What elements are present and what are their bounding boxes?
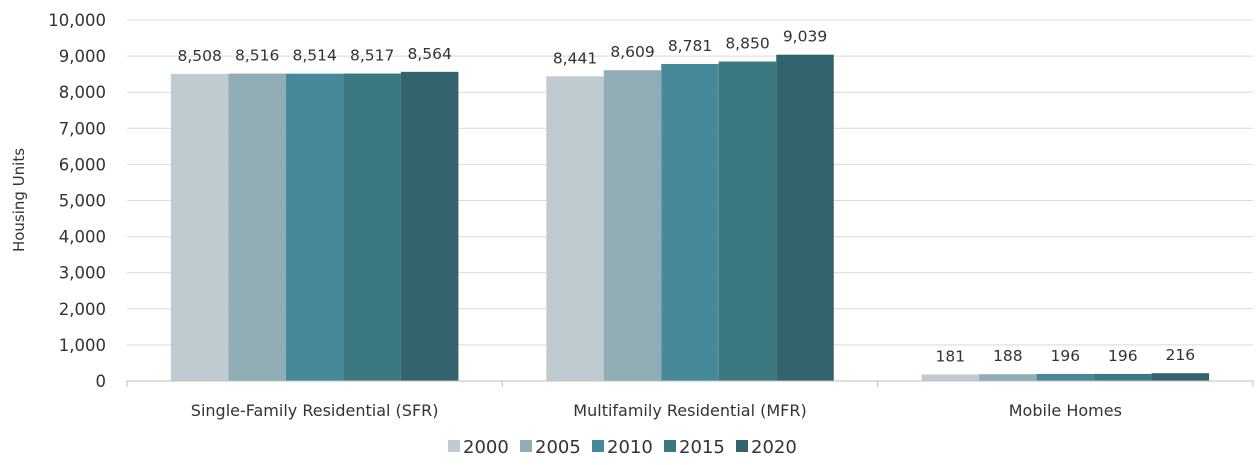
data-label: 8,609 — [610, 43, 654, 61]
legend-label: 2005 — [535, 437, 581, 458]
data-label: 8,850 — [725, 35, 769, 53]
bar — [1151, 373, 1210, 381]
y-tick-label: 3,000 — [59, 264, 106, 283]
bar — [343, 73, 401, 381]
data-label: 8,564 — [407, 45, 451, 63]
data-label: 8,508 — [177, 47, 221, 65]
y-tick-label: 4,000 — [59, 228, 106, 247]
y-axis-ticks: 0 1,000 2,000 3,000 4,000 5,000 6,000 7,000 8,00… — [48, 11, 106, 391]
bar — [546, 76, 604, 381]
data-label: 196 — [1051, 347, 1081, 365]
bar — [661, 64, 719, 382]
legend-swatch — [448, 440, 460, 452]
data-label: 8,781 — [668, 37, 712, 55]
y-tick-label: 1,000 — [59, 336, 106, 355]
data-label: 188 — [993, 347, 1023, 365]
data-label: 9,039 — [783, 28, 827, 46]
data-label: 8,441 — [553, 49, 597, 67]
y-tick-label: 5,000 — [59, 192, 106, 211]
legend-swatch — [664, 440, 676, 452]
y-tick-label: 10,000 — [48, 11, 106, 30]
y-axis-title: Housing Units — [10, 148, 28, 252]
legend-swatch — [520, 440, 532, 452]
category-labels: Single-Family Residential (SFR) Multifami… — [191, 401, 1122, 420]
bar — [776, 54, 834, 381]
category-label: Single-Family Residential (SFR) — [191, 401, 439, 420]
legend-label: 2020 — [751, 437, 797, 458]
bar — [718, 61, 777, 381]
data-label: 8,517 — [350, 47, 394, 65]
legend-label: 2010 — [607, 437, 653, 458]
bar — [979, 374, 1037, 381]
data-label: 216 — [1166, 346, 1196, 364]
y-tick-label: 7,000 — [59, 119, 106, 138]
bar — [400, 71, 459, 381]
y-tick-label: 9,000 — [59, 47, 106, 66]
y-tick-label: 6,000 — [59, 155, 106, 174]
data-label: 196 — [1108, 347, 1138, 365]
bar — [603, 70, 662, 382]
legend-swatch — [736, 440, 748, 452]
y-tick-label: 8,000 — [59, 83, 106, 102]
legend-swatch — [592, 440, 604, 452]
data-label: 8,516 — [235, 47, 279, 65]
bars — [170, 54, 1210, 382]
data-labels: 8,508 8,516 8,514 8,517 8,564 8,441 8,609 8,781… — [177, 28, 1195, 366]
legend-label: 2000 — [463, 437, 509, 458]
bar — [921, 374, 980, 381]
y-tick-label: 0 — [96, 372, 107, 391]
legend-label: 2015 — [679, 437, 725, 458]
bar — [285, 73, 344, 382]
category-label: Mobile Homes — [1009, 401, 1122, 420]
y-tick-label: 2,000 — [59, 300, 106, 319]
legend: 2000 2005 2010 2015 2020 — [448, 437, 797, 458]
x-axis — [126, 380, 1254, 387]
bar — [228, 73, 286, 382]
data-label: 8,514 — [292, 47, 336, 65]
bar — [1036, 373, 1095, 381]
data-label: 181 — [936, 347, 966, 365]
bar — [1094, 373, 1152, 381]
category-label: Multifamily Residential (MFR) — [573, 401, 806, 420]
bar — [170, 73, 229, 381]
